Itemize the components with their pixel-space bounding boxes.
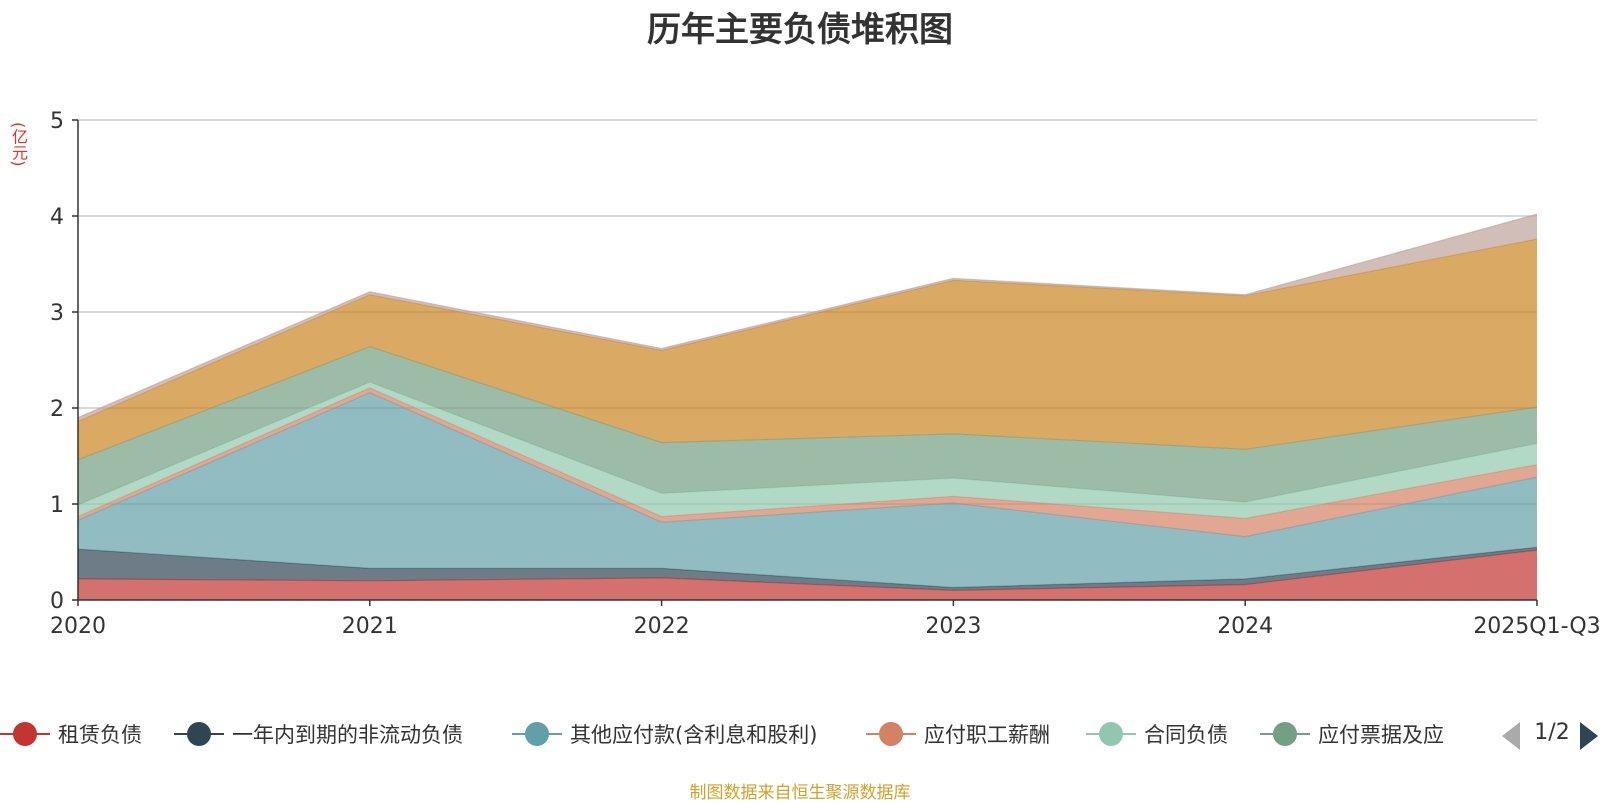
y-tick-label-4: 4 bbox=[50, 205, 64, 230]
x-tick-label-2: 2022 bbox=[634, 614, 690, 639]
area-edge-7 bbox=[77, 213, 1538, 419]
y-tick-label-2: 2 bbox=[50, 397, 64, 422]
legend-label: 应付职工薪酬 bbox=[924, 723, 1050, 747]
y-tick-label-3: 3 bbox=[50, 301, 64, 326]
legend-item-rental-liability[interactable]: 租赁负债 bbox=[0, 718, 142, 750]
area-series-5[interactable] bbox=[78, 346, 1537, 505]
x-tick-label-5: 2025Q1-Q3 bbox=[1473, 614, 1600, 639]
legend-swatch-icon bbox=[174, 720, 224, 748]
legend-label: 一年内到期的非流动负债 bbox=[232, 723, 463, 747]
legend-item-contract-liability[interactable]: 合同负债 bbox=[1086, 718, 1228, 750]
x-tick-label-1: 2021 bbox=[342, 614, 398, 639]
x-tick-label-3: 2023 bbox=[925, 614, 981, 639]
legend-label: 应付票据及应 bbox=[1318, 723, 1444, 747]
legend-swatch-icon bbox=[1086, 720, 1136, 748]
area-series-4[interactable] bbox=[78, 382, 1537, 519]
legend-label: 租赁负债 bbox=[58, 723, 142, 747]
area-series-0[interactable] bbox=[78, 550, 1537, 600]
area-edge-6 bbox=[77, 238, 1538, 422]
legend-dot-icon bbox=[1099, 722, 1123, 746]
area-series-2[interactable] bbox=[78, 392, 1537, 588]
legend-swatch-icon bbox=[512, 720, 562, 748]
legend-label: 合同负债 bbox=[1144, 723, 1228, 747]
x-tick-label-0: 2020 bbox=[50, 614, 106, 639]
legend: 租赁负债 一年内到期的非流动负债 其他应付款(含利息和股利) 应付职工薪酬 合同… bbox=[0, 718, 1600, 750]
source-note: 制图数据来自恒生聚源数据库 bbox=[689, 783, 911, 803]
legend-dot-icon bbox=[879, 722, 903, 746]
legend-swatch-icon bbox=[1260, 720, 1310, 748]
pager-next-icon[interactable] bbox=[1580, 722, 1598, 750]
legend-swatch-icon bbox=[866, 720, 916, 748]
legend-item-other-payables[interactable]: 其他应付款(含利息和股利) bbox=[512, 718, 817, 750]
legend-dot-icon bbox=[187, 722, 211, 746]
legend-swatch-icon bbox=[0, 720, 50, 748]
legend-item-payroll-payable[interactable]: 应付职工薪酬 bbox=[866, 718, 1050, 750]
legend-dot-icon bbox=[13, 722, 37, 746]
legend-dot-icon bbox=[525, 722, 549, 746]
legend-label: 其他应付款(含利息和股利) bbox=[570, 723, 818, 747]
legend-pager: 1/2 bbox=[1500, 718, 1600, 752]
area-series-3[interactable] bbox=[78, 387, 1537, 537]
y-tick-label-1: 1 bbox=[50, 493, 64, 518]
legend-item-notes-accounts-payable[interactable]: 应付票据及应 bbox=[1260, 718, 1486, 750]
legend-item-current-noncurrent-liability[interactable]: 一年内到期的非流动负债 bbox=[174, 718, 463, 750]
area-series-1[interactable] bbox=[78, 547, 1537, 591]
x-tick-label-4: 2024 bbox=[1217, 614, 1273, 639]
y-tick-label-0: 0 bbox=[50, 589, 64, 614]
y-axis-unit-label: (亿元) bbox=[9, 122, 28, 167]
y-tick-label-5: 5 bbox=[50, 109, 64, 134]
pager-prev-icon[interactable] bbox=[1502, 722, 1520, 750]
pager-page-indicator: 1/2 bbox=[1534, 720, 1570, 745]
legend-dot-icon bbox=[1273, 722, 1297, 746]
area-series-6[interactable] bbox=[78, 239, 1537, 460]
chart-title: 历年主要负债堆积图 bbox=[647, 10, 953, 50]
